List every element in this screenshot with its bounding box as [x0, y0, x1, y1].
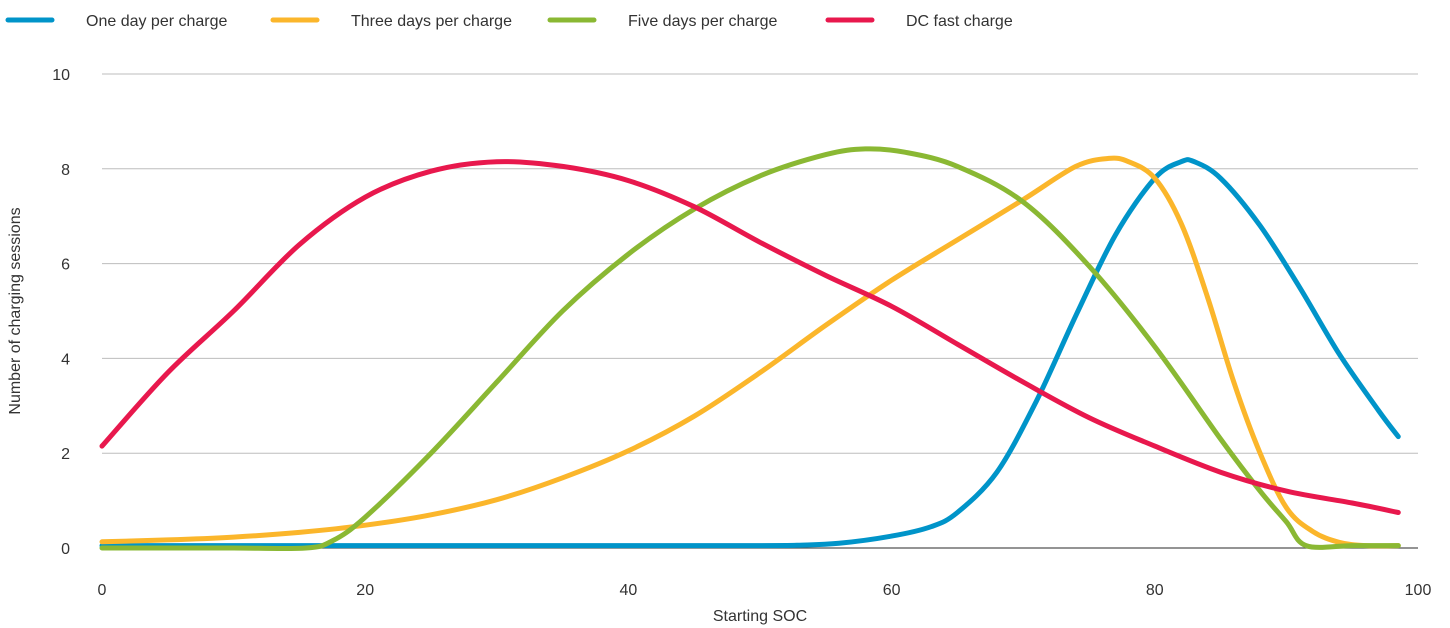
legend-label: Five days per charge	[628, 13, 778, 30]
legend-item-five-days-per-charge: Five days per charge	[547, 13, 778, 30]
x-axis-title: Starting SOC	[713, 608, 807, 625]
y-tick-label: 6	[61, 257, 70, 274]
legend-label: DC fast charge	[906, 13, 1013, 30]
legend: One day per charge Three days per charge F…	[5, 13, 1013, 30]
x-axis-ticks: 0 20 40 60 80 100	[98, 582, 1432, 599]
legend-item-dc-fast-charge: DC fast charge	[825, 13, 1013, 30]
legend-label: Three days per charge	[351, 13, 512, 30]
series-line-five-days-per-charge	[99, 146, 1401, 552]
y-tick-label: 10	[52, 67, 70, 84]
x-tick-label: 20	[356, 582, 374, 599]
series-lines	[99, 146, 1401, 552]
gridlines	[102, 73, 1418, 549]
x-tick-label: 80	[1146, 582, 1164, 599]
x-tick-label: 100	[1405, 582, 1432, 599]
y-axis-ticks: 0 2 4 6 8 10	[52, 67, 70, 558]
legend-item-three-days-per-charge: Three days per charge	[270, 13, 512, 30]
series-line-three-days-per-charge	[99, 155, 1401, 549]
y-tick-label: 0	[61, 541, 70, 558]
x-tick-label: 40	[620, 582, 638, 599]
legend-label: One day per charge	[86, 13, 228, 30]
series-line-dc-fast-charge	[99, 159, 1401, 515]
legend-item-one-day-per-charge: One day per charge	[5, 13, 228, 30]
x-tick-label: 0	[98, 582, 107, 599]
y-tick-label: 4	[61, 351, 70, 368]
x-tick-label: 60	[883, 582, 901, 599]
y-tick-label: 2	[61, 446, 70, 463]
y-tick-label: 8	[61, 162, 70, 179]
series-line-one-day-per-charge	[99, 157, 1401, 549]
y-axis-title: Number of charging sessions	[7, 207, 24, 414]
